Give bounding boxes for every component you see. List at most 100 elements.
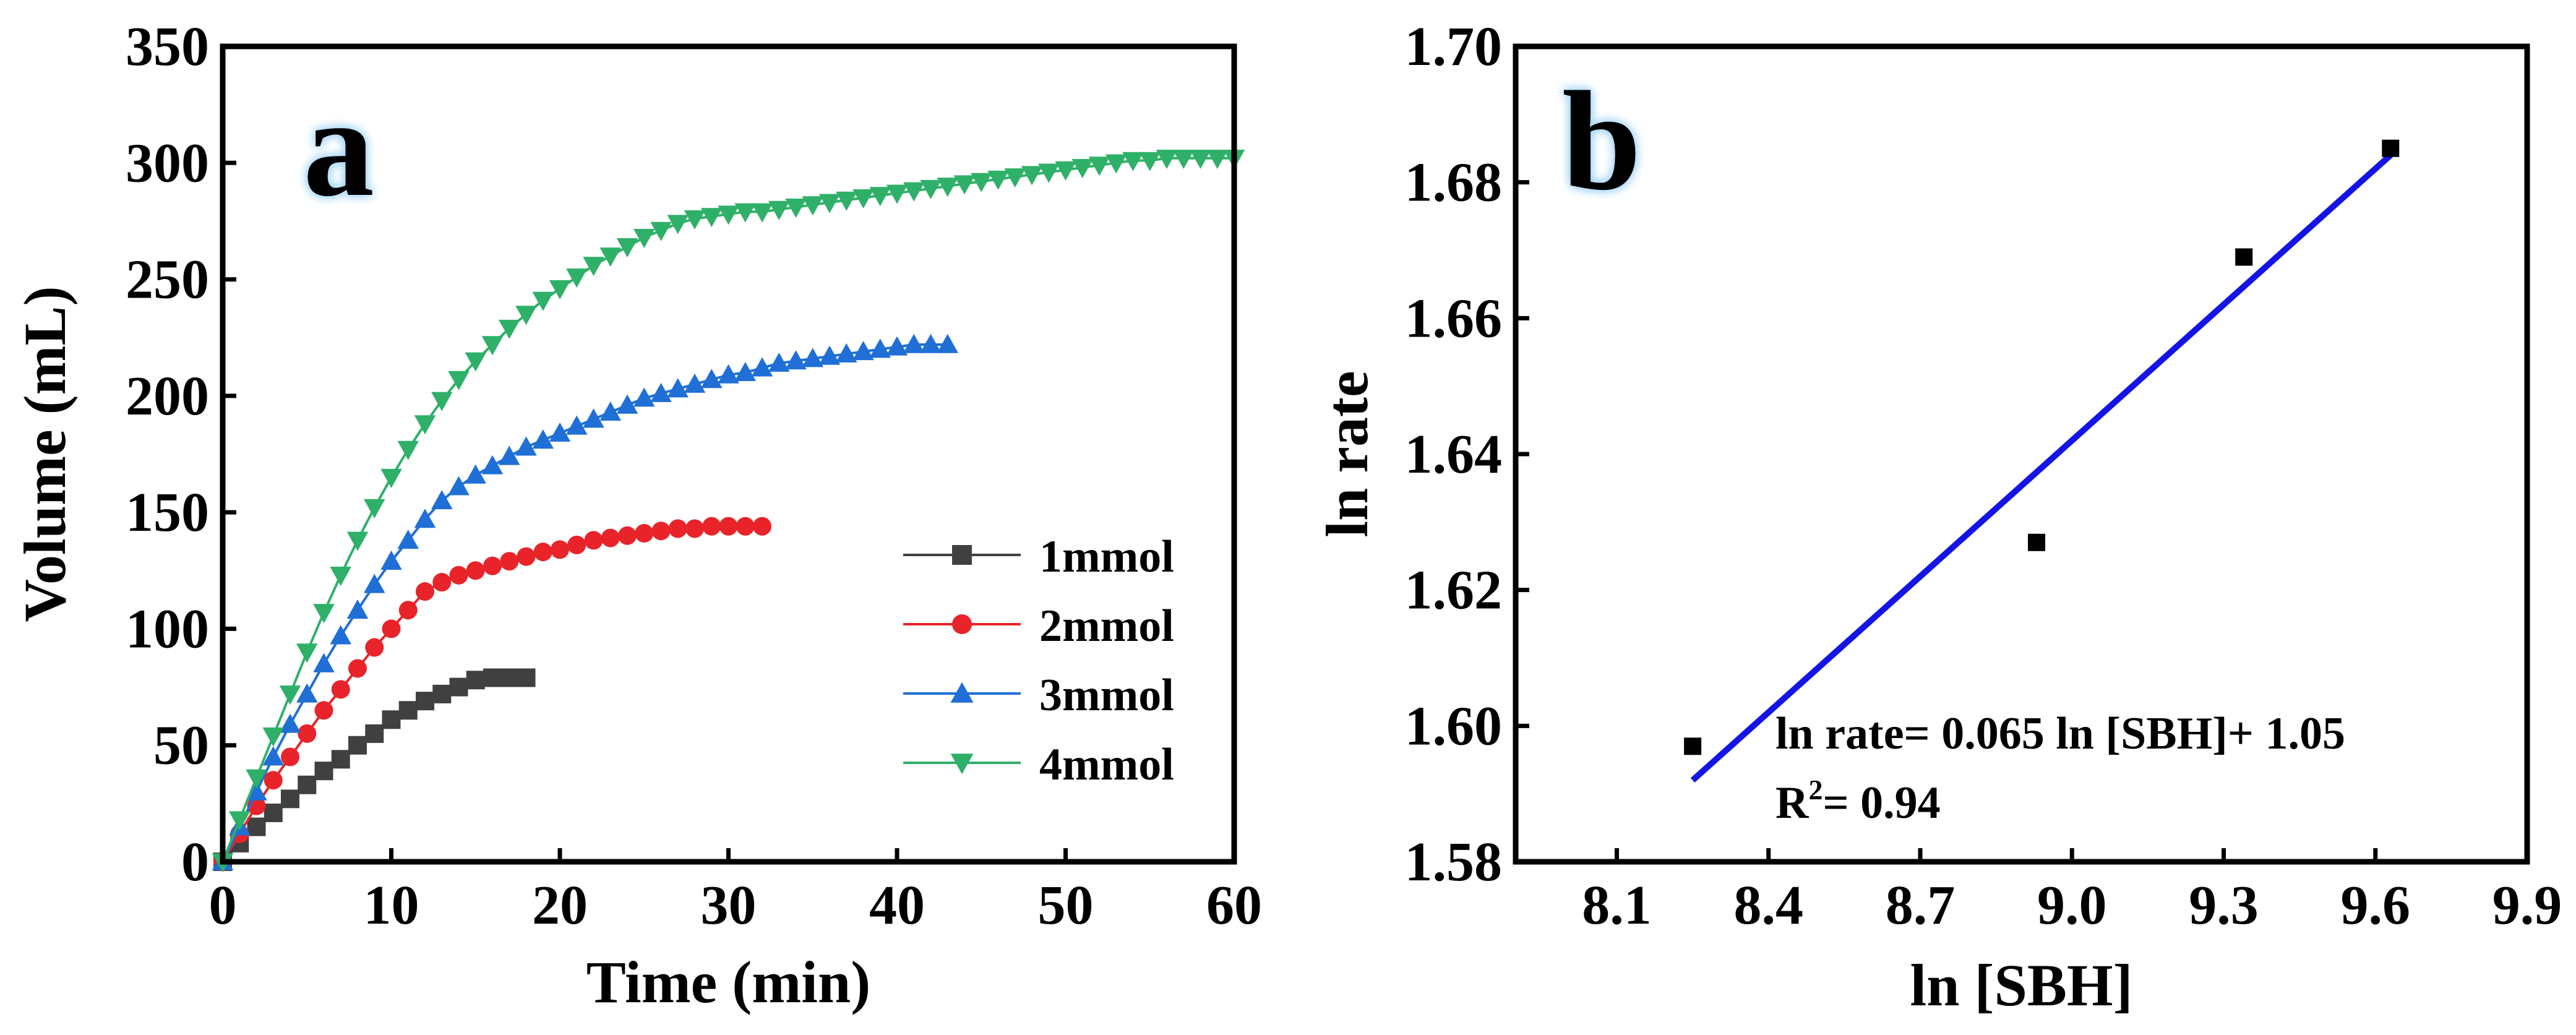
y-tick-label: 1.64 <box>1405 424 1503 485</box>
legend-marker-2mmol <box>952 614 972 634</box>
data-point-4mmol <box>1173 149 1195 170</box>
data-point-4mmol <box>701 208 723 228</box>
data-point-4mmol <box>1071 159 1093 179</box>
data-point-4mmol <box>246 769 267 789</box>
data-point-4mmol <box>1139 152 1161 171</box>
panel-a-label: a <box>303 68 374 226</box>
panel-b-fit-equation: ln rate= 0.065 ln [SBH]+ 1.05 <box>1775 708 2345 759</box>
data-point-2mmol <box>685 519 704 538</box>
data-point-4mmol <box>313 604 335 624</box>
data-point-4mmol <box>650 221 672 241</box>
data-point-4mmol <box>1190 149 1211 170</box>
panel-b-data-layer <box>1684 139 2400 783</box>
data-point-3mmol <box>836 343 857 363</box>
data-point-4mmol <box>836 191 857 211</box>
data-point-2mmol <box>668 519 687 538</box>
data-point-4mmol <box>734 203 756 223</box>
data-point-3mmol <box>566 415 588 435</box>
data-point-4mmol <box>397 440 419 460</box>
r2-prefix: R <box>1775 778 1810 828</box>
legend-label-1mmol: 1mmol <box>1039 531 1174 582</box>
data-point-3mmol <box>768 352 790 372</box>
data-point-2mmol <box>432 573 452 592</box>
x-tick-label: 50 <box>1038 875 1094 936</box>
data-point-3mmol <box>667 378 689 398</box>
r2-value: = 0.94 <box>1823 778 1940 828</box>
data-point-4mmol <box>1106 154 1127 174</box>
legend-marker-4mmol <box>950 754 974 775</box>
data-point-2mmol <box>635 524 654 543</box>
data-point-3mmol <box>465 464 486 484</box>
data-point-2mmol <box>314 701 333 720</box>
panel-a-x-axis-title: Time (min) <box>586 949 871 1015</box>
data-point-3mmol <box>532 429 554 449</box>
data-point-3mmol <box>296 683 318 703</box>
data-point-3mmol <box>937 333 958 353</box>
data-point-1mmol <box>264 803 283 822</box>
data-point-4mmol <box>785 199 807 218</box>
data-point-3mmol <box>869 338 891 358</box>
data-point-4mmol <box>599 247 621 267</box>
data-point-3mmol <box>684 373 706 393</box>
x-tick-label: 8.1 <box>1582 875 1652 936</box>
data-point-4mmol <box>515 306 537 325</box>
data-point-2mmol <box>500 552 519 571</box>
data-point-4mmol <box>1055 161 1076 181</box>
data-point-4mmol <box>566 268 588 288</box>
data-point-2mmol <box>601 528 620 548</box>
data-point-4mmol <box>549 280 571 299</box>
data-point-4mmol <box>802 196 823 216</box>
data-point-4mmol <box>1122 152 1144 171</box>
data-point-4mmol <box>818 194 841 213</box>
data-point-4mmol <box>1004 168 1026 188</box>
data-point-4mmol <box>937 178 958 197</box>
data-point-2mmol <box>551 540 569 559</box>
x-tick-label: 9.9 <box>2492 875 2562 936</box>
data-point-3mmol <box>481 455 504 475</box>
y-tick-label: 1.58 <box>1405 831 1503 893</box>
data-point-1mmol <box>247 817 266 836</box>
data-point-3mmol <box>246 781 267 801</box>
data-point-3mmol <box>346 599 369 619</box>
data-point-4mmol <box>667 215 689 234</box>
y-tick-label: 200 <box>126 366 209 427</box>
y-tick-label: 1.60 <box>1405 695 1503 757</box>
data-point-1mmol <box>398 701 418 720</box>
data-point-3mmol <box>802 348 823 367</box>
data-point-1mmol <box>382 710 401 729</box>
fit-line <box>1690 153 2393 783</box>
data-point-4mmol <box>481 336 504 356</box>
data-point-1mmol <box>466 671 485 690</box>
y-tick-label: 250 <box>126 249 209 311</box>
data-point-3mmol <box>920 333 942 353</box>
y-tick-label: 50 <box>153 715 209 776</box>
x-tick-label: 8.4 <box>1734 875 1804 936</box>
data-point-3mmol <box>279 713 301 733</box>
data-point-4mmol <box>262 727 284 747</box>
data-point-3mmol <box>616 394 638 414</box>
data-point-4mmol <box>229 811 251 831</box>
data-point-4mmol <box>971 173 992 192</box>
data-point-3mmol <box>599 401 621 421</box>
data-point-3mmol <box>330 625 351 645</box>
x-tick-label: 0 <box>209 875 237 936</box>
panel-b-chart: 8.1 8.4 8.7 9.0 9.3 9.6 9.9 1.58 1.60 1.62 1.64 1.6… <box>1314 16 2562 1018</box>
data-point-3mmol <box>431 490 453 510</box>
data-point-2mmol <box>365 638 384 657</box>
y-tick-label: 0 <box>181 831 209 893</box>
data-point-2mmol <box>398 601 418 620</box>
data-point-3mmol <box>397 530 419 549</box>
legend-label-3mmol: 3mmol <box>1039 670 1174 721</box>
data-point-4mmol <box>1038 163 1060 183</box>
data-point-1mmol <box>298 775 317 794</box>
data-point-1mmol <box>500 668 519 687</box>
data-point-3mmol <box>313 653 335 672</box>
data-point-2mmol <box>483 556 502 575</box>
data-point-3mmol <box>515 436 537 456</box>
data-point-3mmol <box>818 345 841 365</box>
panel-a-ticks: 0 10 20 30 40 50 60 0 50 100 150 200 250 300 350 <box>126 16 1262 936</box>
data-point-2mmol <box>382 619 401 638</box>
x-tick-label: 9.6 <box>2341 875 2411 936</box>
data-point-2mmol <box>753 517 771 536</box>
data-point-2mmol <box>567 535 586 554</box>
